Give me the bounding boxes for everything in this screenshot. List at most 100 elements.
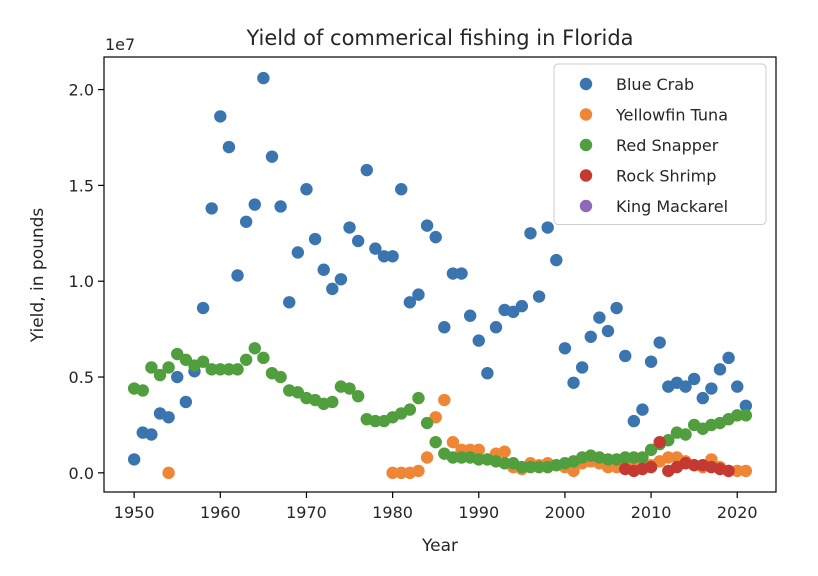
data-point xyxy=(593,311,606,324)
legend-label: Blue Crab xyxy=(616,75,694,94)
data-point xyxy=(472,334,485,347)
data-point xyxy=(214,363,227,376)
data-point xyxy=(619,451,632,464)
data-point xyxy=(239,353,253,366)
series-red-snapper xyxy=(127,342,753,474)
data-point xyxy=(265,150,279,163)
data-point xyxy=(283,296,296,309)
data-point xyxy=(300,183,313,196)
data-point xyxy=(679,428,692,441)
data-point xyxy=(515,460,529,474)
data-point xyxy=(412,464,425,478)
data-point xyxy=(584,330,597,343)
y-axis-label: Yield, in pounds xyxy=(28,208,48,344)
data-point xyxy=(248,198,261,211)
series-blue-crab xyxy=(127,71,753,466)
data-point xyxy=(446,451,460,464)
data-point xyxy=(360,163,373,177)
data-point xyxy=(153,368,167,382)
legend-marker xyxy=(579,138,593,152)
data-point xyxy=(532,460,546,474)
data-point xyxy=(403,403,417,416)
data-point xyxy=(455,267,468,280)
data-point xyxy=(162,411,175,424)
data-point xyxy=(696,391,709,405)
data-point xyxy=(179,395,193,409)
data-point xyxy=(420,416,434,430)
data-point xyxy=(162,466,175,480)
legend-marker xyxy=(579,77,593,91)
series-rock-shrimp xyxy=(619,435,735,478)
data-point xyxy=(610,301,623,315)
data-point xyxy=(395,183,408,196)
data-point xyxy=(239,215,253,229)
data-point xyxy=(231,269,244,282)
axis-ticks: 1950 1960 1970 1980 1990 2000 2010 2020 0.0 0.5 1.… xyxy=(69,81,758,522)
data-point xyxy=(162,361,175,374)
data-point xyxy=(196,355,210,368)
data-point xyxy=(524,460,537,474)
data-point xyxy=(601,324,615,338)
y-tick-label: 1.5 xyxy=(69,176,94,195)
legend-box xyxy=(553,63,767,225)
data-point xyxy=(429,230,442,244)
data-point xyxy=(567,376,580,389)
data-point xyxy=(679,380,692,393)
data-point xyxy=(644,460,658,474)
data-point xyxy=(334,273,348,286)
data-point xyxy=(722,351,735,365)
x-tick-label: 1960 xyxy=(200,503,241,522)
data-point xyxy=(541,221,554,234)
data-point xyxy=(446,435,460,449)
legend-marker xyxy=(579,199,593,213)
data-point xyxy=(532,290,546,303)
data-point xyxy=(653,336,666,349)
y-tick-label: 0.0 xyxy=(69,464,94,483)
data-point xyxy=(739,464,753,478)
legend-label: King Mackarel xyxy=(616,197,728,216)
data-point xyxy=(343,382,356,395)
data-point xyxy=(575,361,589,374)
data-point xyxy=(550,253,563,267)
data-point xyxy=(420,451,434,464)
plot-area-frame xyxy=(103,56,777,493)
data-point xyxy=(231,363,244,376)
data-point xyxy=(636,451,649,464)
legend-label: Yellowfin Tuna xyxy=(615,106,728,125)
x-tick-label: 2000 xyxy=(545,503,586,522)
data-point xyxy=(291,246,305,259)
data-point xyxy=(326,395,339,409)
x-tick-label: 1980 xyxy=(372,503,413,522)
data-point xyxy=(222,140,236,154)
data-point xyxy=(127,453,141,466)
legend-label: Red Snapper xyxy=(616,136,719,155)
data-point xyxy=(498,457,511,470)
data-point xyxy=(369,242,382,255)
data-point xyxy=(136,384,149,397)
data-point xyxy=(722,464,735,478)
data-point xyxy=(644,355,658,368)
data-point xyxy=(498,445,511,458)
data-point xyxy=(351,234,365,248)
data-point xyxy=(317,263,330,276)
data-point xyxy=(438,320,451,334)
x-tick-label: 1950 xyxy=(114,503,155,522)
data-point xyxy=(274,370,287,384)
data-point xyxy=(705,382,718,395)
data-point xyxy=(636,403,649,416)
data-point xyxy=(524,227,537,240)
data-point xyxy=(145,361,158,374)
data-point xyxy=(731,464,744,478)
data-point xyxy=(351,389,365,403)
legend-label: Rock Shrimp xyxy=(616,167,716,186)
data-point xyxy=(429,435,442,449)
data-point xyxy=(438,393,451,407)
data-point xyxy=(386,466,399,480)
data-point xyxy=(403,296,417,309)
x-tick-label: 2010 xyxy=(631,503,672,522)
data-point xyxy=(463,309,477,322)
data-point xyxy=(412,288,425,301)
y-tick-label: 0.5 xyxy=(69,368,94,387)
data-point xyxy=(739,409,753,422)
